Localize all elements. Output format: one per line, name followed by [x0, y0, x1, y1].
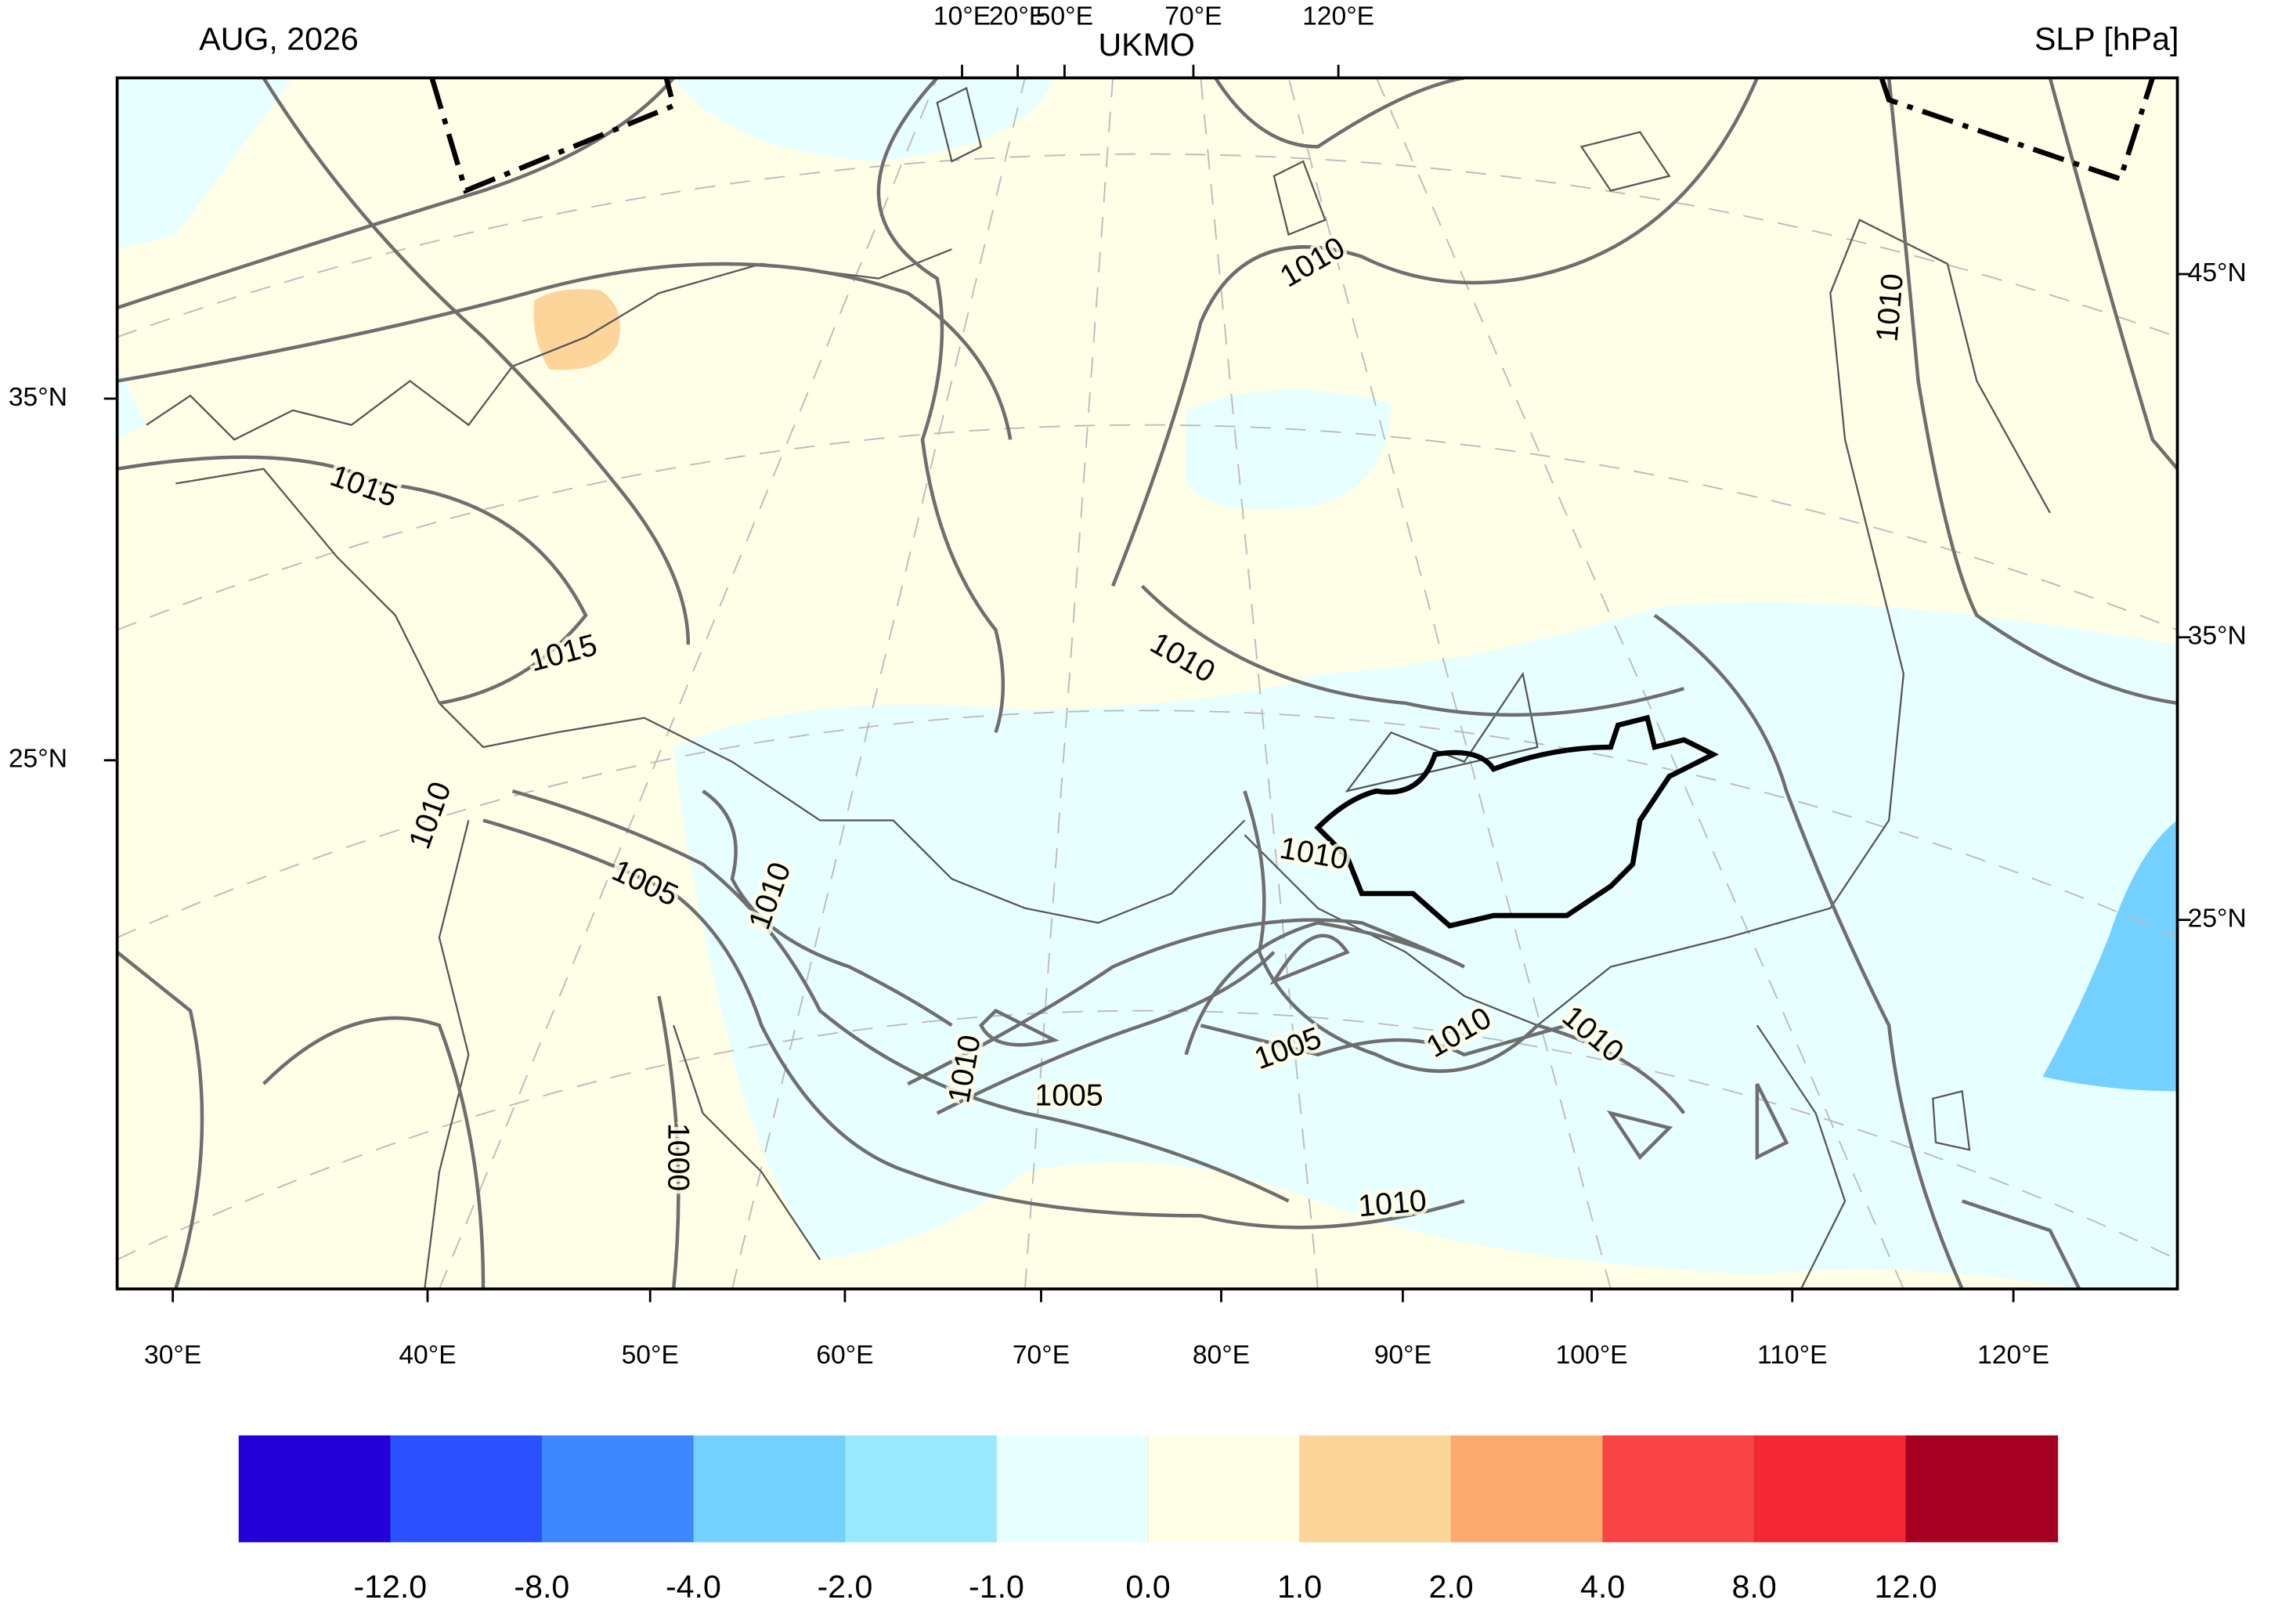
coastlines — [146, 86, 2051, 1289]
colorbar-cell — [693, 1435, 846, 1543]
bottom-axis-label: 90°E — [1374, 1341, 1431, 1370]
top-axis-label: 10°E — [933, 2, 991, 31]
colorbar-tick-label: 1.0 — [1277, 1569, 1322, 1605]
bottom-axis-label: 80°E — [1193, 1341, 1250, 1370]
contour-label: 1000 — [662, 1123, 696, 1191]
colorbar-cell — [238, 1435, 392, 1543]
right-axis-label: 35°N — [2188, 622, 2247, 651]
colorbar-tick-label: 2.0 — [1428, 1569, 1473, 1605]
contour-label: 1005 — [1034, 1078, 1103, 1112]
colorbar-cell — [541, 1435, 695, 1543]
colorbar-tick-label: -1.0 — [969, 1569, 1024, 1605]
graticule — [117, 78, 2178, 1289]
map-area — [117, 78, 2178, 1289]
colorbar-tick-label: -8.0 — [514, 1569, 569, 1605]
colorbar-tick-label: 8.0 — [1732, 1569, 1777, 1605]
colorbar-tick-label: 12.0 — [1875, 1569, 1937, 1605]
colorbar-cell — [1602, 1435, 1756, 1543]
bottom-axis-label: 70°E — [1013, 1341, 1070, 1370]
colorbar-cell — [1754, 1435, 1907, 1543]
top-axis-label: 50°E — [1036, 2, 1093, 31]
colorbar-cell — [1299, 1435, 1453, 1543]
right-axis-label: 45°N — [2188, 258, 2247, 287]
bottom-axis-label: 50°E — [622, 1341, 679, 1370]
model-label: UKMO — [1098, 27, 1194, 63]
bottom-axis-label: 110°E — [1757, 1341, 1828, 1370]
left-axis-label: 35°N — [9, 383, 67, 412]
left-axis-label: 25°N — [9, 745, 67, 774]
bottom-axis-label: 120°E — [1977, 1341, 2049, 1370]
contour-label: 1010 — [1870, 272, 1910, 343]
colorbar-cell — [390, 1435, 543, 1543]
colorbar-cell — [1905, 1435, 2059, 1543]
contour-label: 1010 — [1357, 1183, 1428, 1223]
top-axis-label: 70°E — [1164, 2, 1222, 31]
colorbar-cell — [996, 1435, 1149, 1543]
colorbar-tick-label: -12.0 — [353, 1569, 427, 1605]
period-label: AUG, 2026 — [199, 21, 358, 57]
colorbar-tick-label: 0.0 — [1125, 1569, 1170, 1605]
top-axis-label: 120°E — [1302, 2, 1374, 31]
top-axis-label: 20°E — [989, 2, 1046, 31]
map-frame — [115, 76, 2179, 1291]
bottom-axis-label: 100°E — [1556, 1341, 1628, 1370]
variable-label: SLP [hPa] — [2034, 21, 2179, 57]
bottom-axis-label: 40°E — [399, 1341, 456, 1370]
colorbar-cell — [1451, 1435, 1604, 1543]
slp-contours — [117, 78, 2178, 1289]
colorbar-cell — [844, 1435, 998, 1543]
colorbar-tick-label: -4.0 — [666, 1569, 721, 1605]
contour-label: 1010 — [1277, 831, 1351, 876]
bottom-axis-label: 30°E — [144, 1341, 201, 1370]
colorbar-tick-label: 4.0 — [1580, 1569, 1625, 1605]
bottom-axis-label: 60°E — [816, 1341, 873, 1370]
colorbar-cell — [1148, 1435, 1301, 1543]
right-axis-label: 25°N — [2188, 905, 2247, 934]
colorbar-tick-label: -2.0 — [817, 1569, 872, 1605]
